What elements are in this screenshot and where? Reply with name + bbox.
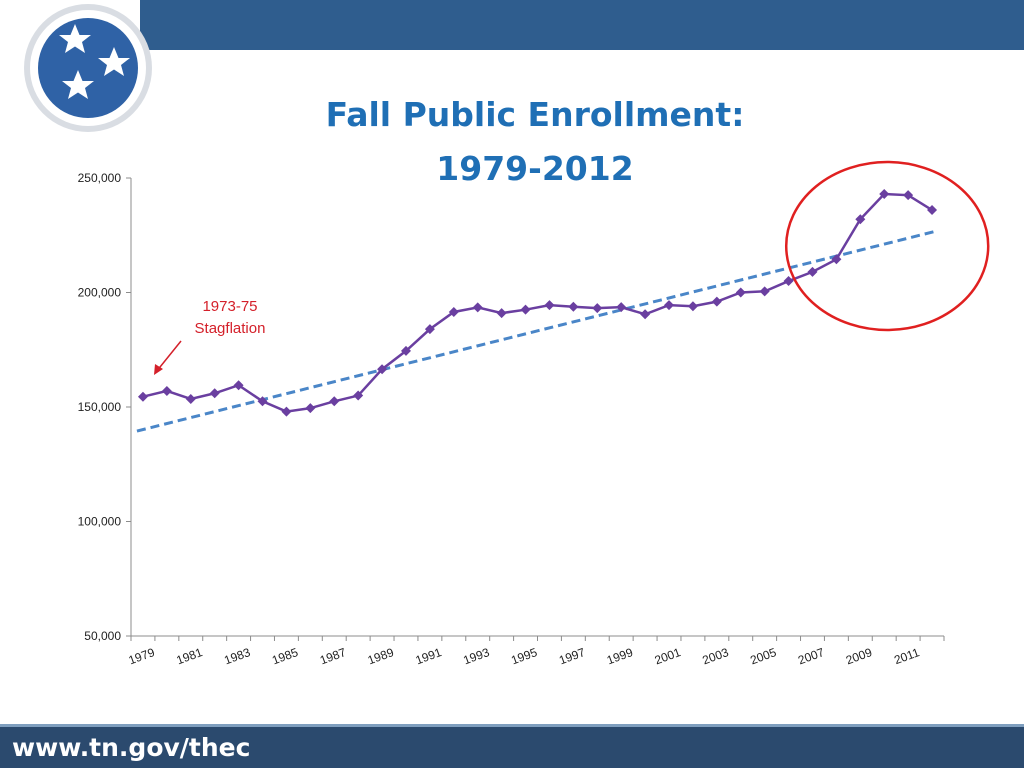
data-point	[616, 302, 627, 313]
highlight-circle	[784, 160, 990, 332]
x-tick-label: 1997	[557, 645, 587, 667]
data-point	[377, 364, 388, 375]
data-point	[257, 396, 268, 407]
y-tick-label: 250,000	[78, 171, 122, 185]
footer-bar: www.tn.gov/thec	[0, 724, 1024, 768]
data-point	[496, 308, 507, 319]
trendline	[136, 229, 939, 433]
annotation-arrow	[155, 340, 182, 373]
annotation-line-1: 1973-75	[202, 298, 258, 315]
data-point	[472, 302, 483, 313]
x-tick-label: 2005	[748, 645, 778, 667]
data-point	[855, 214, 866, 225]
data-point	[161, 385, 172, 396]
data-point	[735, 287, 746, 298]
footer-url[interactable]: www.tn.gov/thec	[12, 733, 251, 762]
x-tick-label: 2003	[701, 645, 731, 667]
chart-title-line-1: Fall Public Enrollment:	[325, 95, 745, 134]
y-tick-label: 150,000	[78, 400, 122, 414]
enrollment-line-chart: 50,000 100,000 150,000 200,000 250,000 1979 19…	[78, 160, 990, 667]
data-point	[664, 300, 675, 311]
chart-title: Fall Public Enrollment: 1979-2012	[270, 88, 800, 196]
chart-title-line-2: 1979-2012	[436, 149, 634, 188]
data-point	[448, 306, 459, 317]
data-point	[233, 380, 244, 391]
data-point	[400, 345, 411, 356]
data-point	[281, 406, 292, 417]
data-point	[544, 300, 555, 311]
x-tick-label: 1993	[461, 645, 491, 667]
stagflation-annotation: 1973-75 Stagflation	[170, 296, 290, 340]
x-tick-label: 1989	[366, 645, 396, 667]
data-point	[783, 276, 794, 287]
x-tick-label: 1999	[605, 645, 635, 667]
data-point	[592, 303, 603, 314]
x-tick-label: 2009	[844, 645, 874, 667]
data-point	[305, 403, 316, 414]
annotation-arrowhead	[154, 364, 163, 375]
data-point	[807, 266, 818, 277]
data-point	[520, 304, 531, 315]
x-tick-label: 2001	[653, 645, 683, 667]
tennessee-tri-star-logo-icon	[24, 4, 152, 132]
data-point	[424, 324, 435, 335]
y-tick-label: 100,000	[78, 515, 122, 529]
data-point	[831, 254, 842, 265]
x-tick-label: 1983	[222, 645, 252, 667]
data-point	[879, 189, 890, 200]
x-tick-label: 1985	[270, 645, 300, 667]
data-point	[711, 296, 722, 307]
x-tick-label: 2011	[892, 645, 921, 667]
x-tick-label: 1981	[174, 645, 204, 667]
x-tick-label: 1979	[127, 645, 157, 667]
y-tick-label: 50,000	[84, 629, 121, 643]
data-point	[759, 286, 770, 297]
data-point	[640, 309, 651, 320]
data-point	[137, 391, 148, 402]
data-point	[927, 205, 938, 216]
x-tick-label: 1987	[318, 645, 348, 667]
data-point	[568, 301, 579, 312]
data-point	[185, 393, 196, 404]
x-tick-label: 2007	[796, 645, 826, 667]
data-point	[353, 390, 364, 401]
enrollment-series-line	[142, 192, 933, 413]
data-point	[329, 396, 340, 407]
data-point	[209, 388, 220, 399]
data-point	[903, 190, 914, 201]
x-tick-label: 1995	[509, 645, 539, 667]
x-tick-label: 1991	[414, 645, 444, 667]
annotation-line-2: Stagflation	[194, 320, 266, 337]
data-point	[687, 301, 698, 312]
y-tick-label: 200,000	[78, 286, 122, 300]
